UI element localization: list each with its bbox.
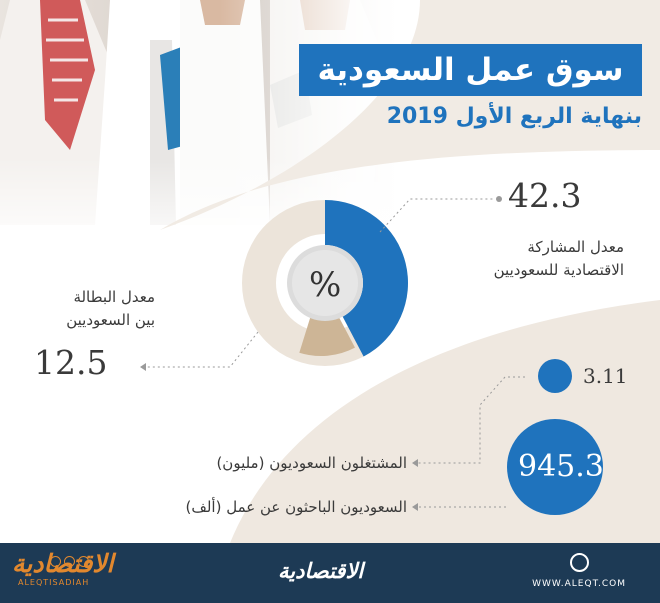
connector-unemployment-arrow — [140, 363, 146, 371]
connector-seekers-arrow — [412, 503, 418, 511]
connector-employed-arrow — [412, 459, 418, 467]
page-subtitle: بنهاية الربع الأول 2019 — [386, 104, 642, 129]
percent-symbol: % — [309, 265, 342, 305]
unemployment-value: 12.5 — [34, 343, 108, 382]
participation-label-line1: معدل المشاركة — [527, 238, 624, 256]
globe-icon — [570, 553, 589, 572]
footer-brand-sub: ALEQTISADIAH — [18, 578, 90, 587]
header-photo — [0, 0, 400, 225]
participation-label-line2: الاقتصادية للسعوديين — [493, 261, 624, 279]
page-title: سوق عمل السعودية — [299, 44, 642, 96]
twitter-icon[interactable] — [64, 556, 75, 567]
job-seekers-value: 945.3 — [518, 449, 604, 484]
unemployment-label-line1: معدل البطالة — [73, 288, 155, 306]
facebook-icon[interactable] — [78, 556, 89, 567]
instagram-icon[interactable] — [50, 556, 61, 567]
footer-url[interactable]: WWW.ALEQT.COM — [532, 579, 626, 589]
connector-unemployment — [146, 331, 259, 368]
footer: الاقتصادية ALEQTISADIAH الاقتصادية WWW.A… — [0, 543, 660, 603]
job-seekers-label: السعوديون الباحثون عن عمل (ألف) — [185, 498, 407, 516]
connector-employed — [418, 376, 525, 464]
donut-slice-participation — [325, 200, 408, 357]
participation-value: 42.3 — [508, 176, 582, 215]
donut-chart — [242, 200, 408, 366]
footer-brand-center: الاقتصادية — [278, 559, 364, 583]
employed-label: المشتغلون السعوديون (مليون) — [216, 454, 407, 472]
unemployment-label-line2: بين السعوديين — [66, 311, 155, 329]
footer-brand-logo: الاقتصادية — [12, 549, 114, 578]
connector-participation-dot — [496, 196, 502, 202]
employed-value: 3.11 — [583, 364, 628, 388]
donut-center-inner — [292, 250, 358, 316]
participation-label: معدل المشاركة الاقتصادية للسعوديين — [494, 236, 624, 282]
bubble-employed — [538, 359, 572, 393]
unemployment-label: معدل البطالة بين السعوديين — [66, 286, 155, 332]
photo-fade-bottom — [0, 0, 400, 225]
social-icons — [50, 556, 89, 567]
connector-participation — [379, 198, 495, 233]
bubble-job-seekers — [507, 419, 603, 515]
donut-slice-unemployment — [299, 312, 355, 357]
